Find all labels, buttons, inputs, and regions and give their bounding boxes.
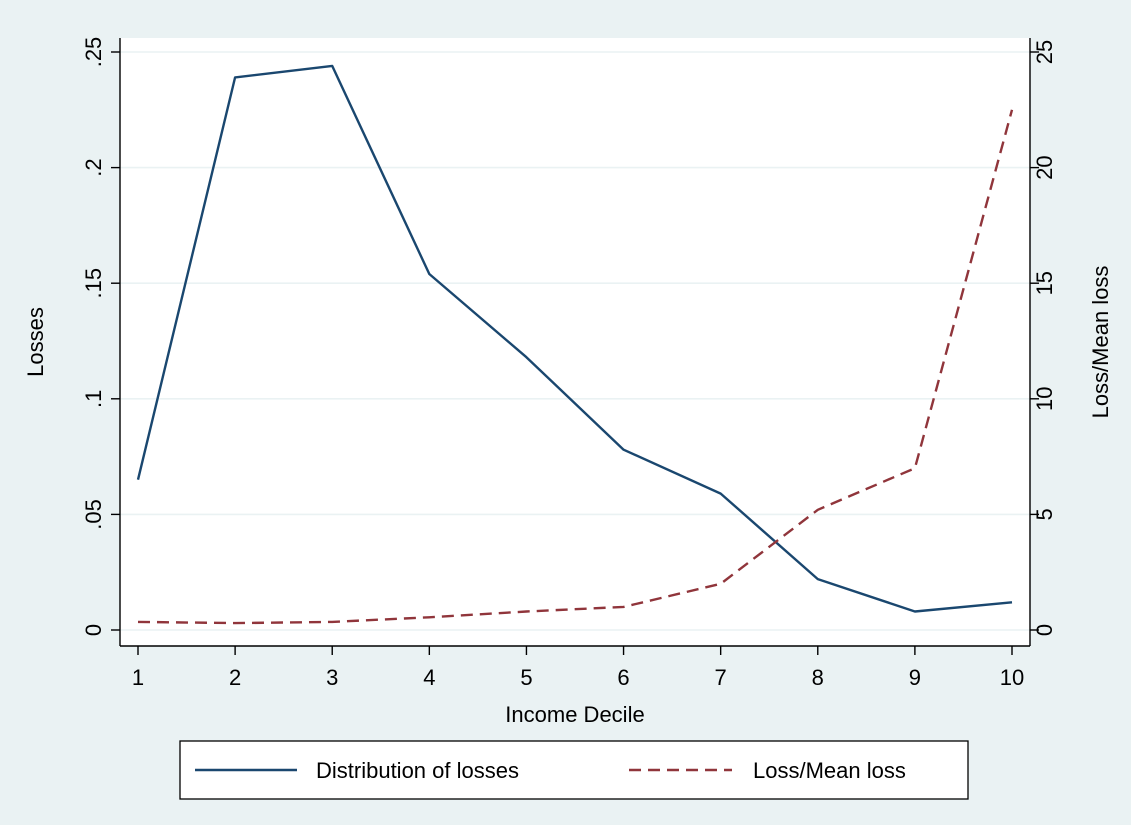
x-tick-label: 9 xyxy=(909,665,921,690)
x-tick-label: 8 xyxy=(812,665,824,690)
right-y-tick-label: 5 xyxy=(1032,508,1057,520)
x-tick-label: 3 xyxy=(326,665,338,690)
series xyxy=(136,64,1014,625)
right-y-tick-label: 20 xyxy=(1032,155,1057,179)
grid-lines xyxy=(120,51,1030,631)
series-line-loss-mean-loss xyxy=(137,109,1014,625)
x-tick-label: 6 xyxy=(617,665,629,690)
x-tick-label: 4 xyxy=(423,665,435,690)
legend-label-loss-mean-loss: Loss/Mean loss xyxy=(753,758,906,783)
axes xyxy=(119,38,1031,647)
left-y-tick-label: .15 xyxy=(81,268,106,299)
legend-label-distribution-of-losses: Distribution of losses xyxy=(316,758,519,783)
ticks: 0 .05 .1 .15 .2 .25 0 5 10 15 20 25 1 2 3 4 5 6 7 8 9 10 xyxy=(81,37,1057,690)
right-y-tick-label: 15 xyxy=(1032,271,1057,295)
right-axis-title: Loss/Mean loss xyxy=(1088,266,1113,419)
left-y-tick-label: .2 xyxy=(81,158,106,176)
legend-box xyxy=(179,740,969,800)
series-line-distribution-of-losses xyxy=(136,64,1013,613)
right-y-tick-label: 10 xyxy=(1032,387,1057,411)
right-y-tick-label: 25 xyxy=(1032,40,1057,64)
x-tick-label: 2 xyxy=(229,665,241,690)
x-tick-label: 10 xyxy=(1000,665,1024,690)
left-y-tick-label: .25 xyxy=(81,37,106,68)
x-tick-label: 5 xyxy=(520,665,532,690)
left-y-tick-label: .05 xyxy=(81,499,106,530)
legend: Distribution of losses Loss/Mean loss xyxy=(179,740,969,800)
left-y-tick-label: 0 xyxy=(81,624,106,636)
x-axis-title: Income Decile xyxy=(505,702,644,727)
x-tick-label: 7 xyxy=(715,665,727,690)
plot-area xyxy=(120,38,1030,646)
right-y-tick-label: 0 xyxy=(1032,624,1057,636)
x-tick-label: 1 xyxy=(132,665,144,690)
left-axis-title: Losses xyxy=(23,307,48,377)
left-y-tick-label: .1 xyxy=(81,390,106,408)
